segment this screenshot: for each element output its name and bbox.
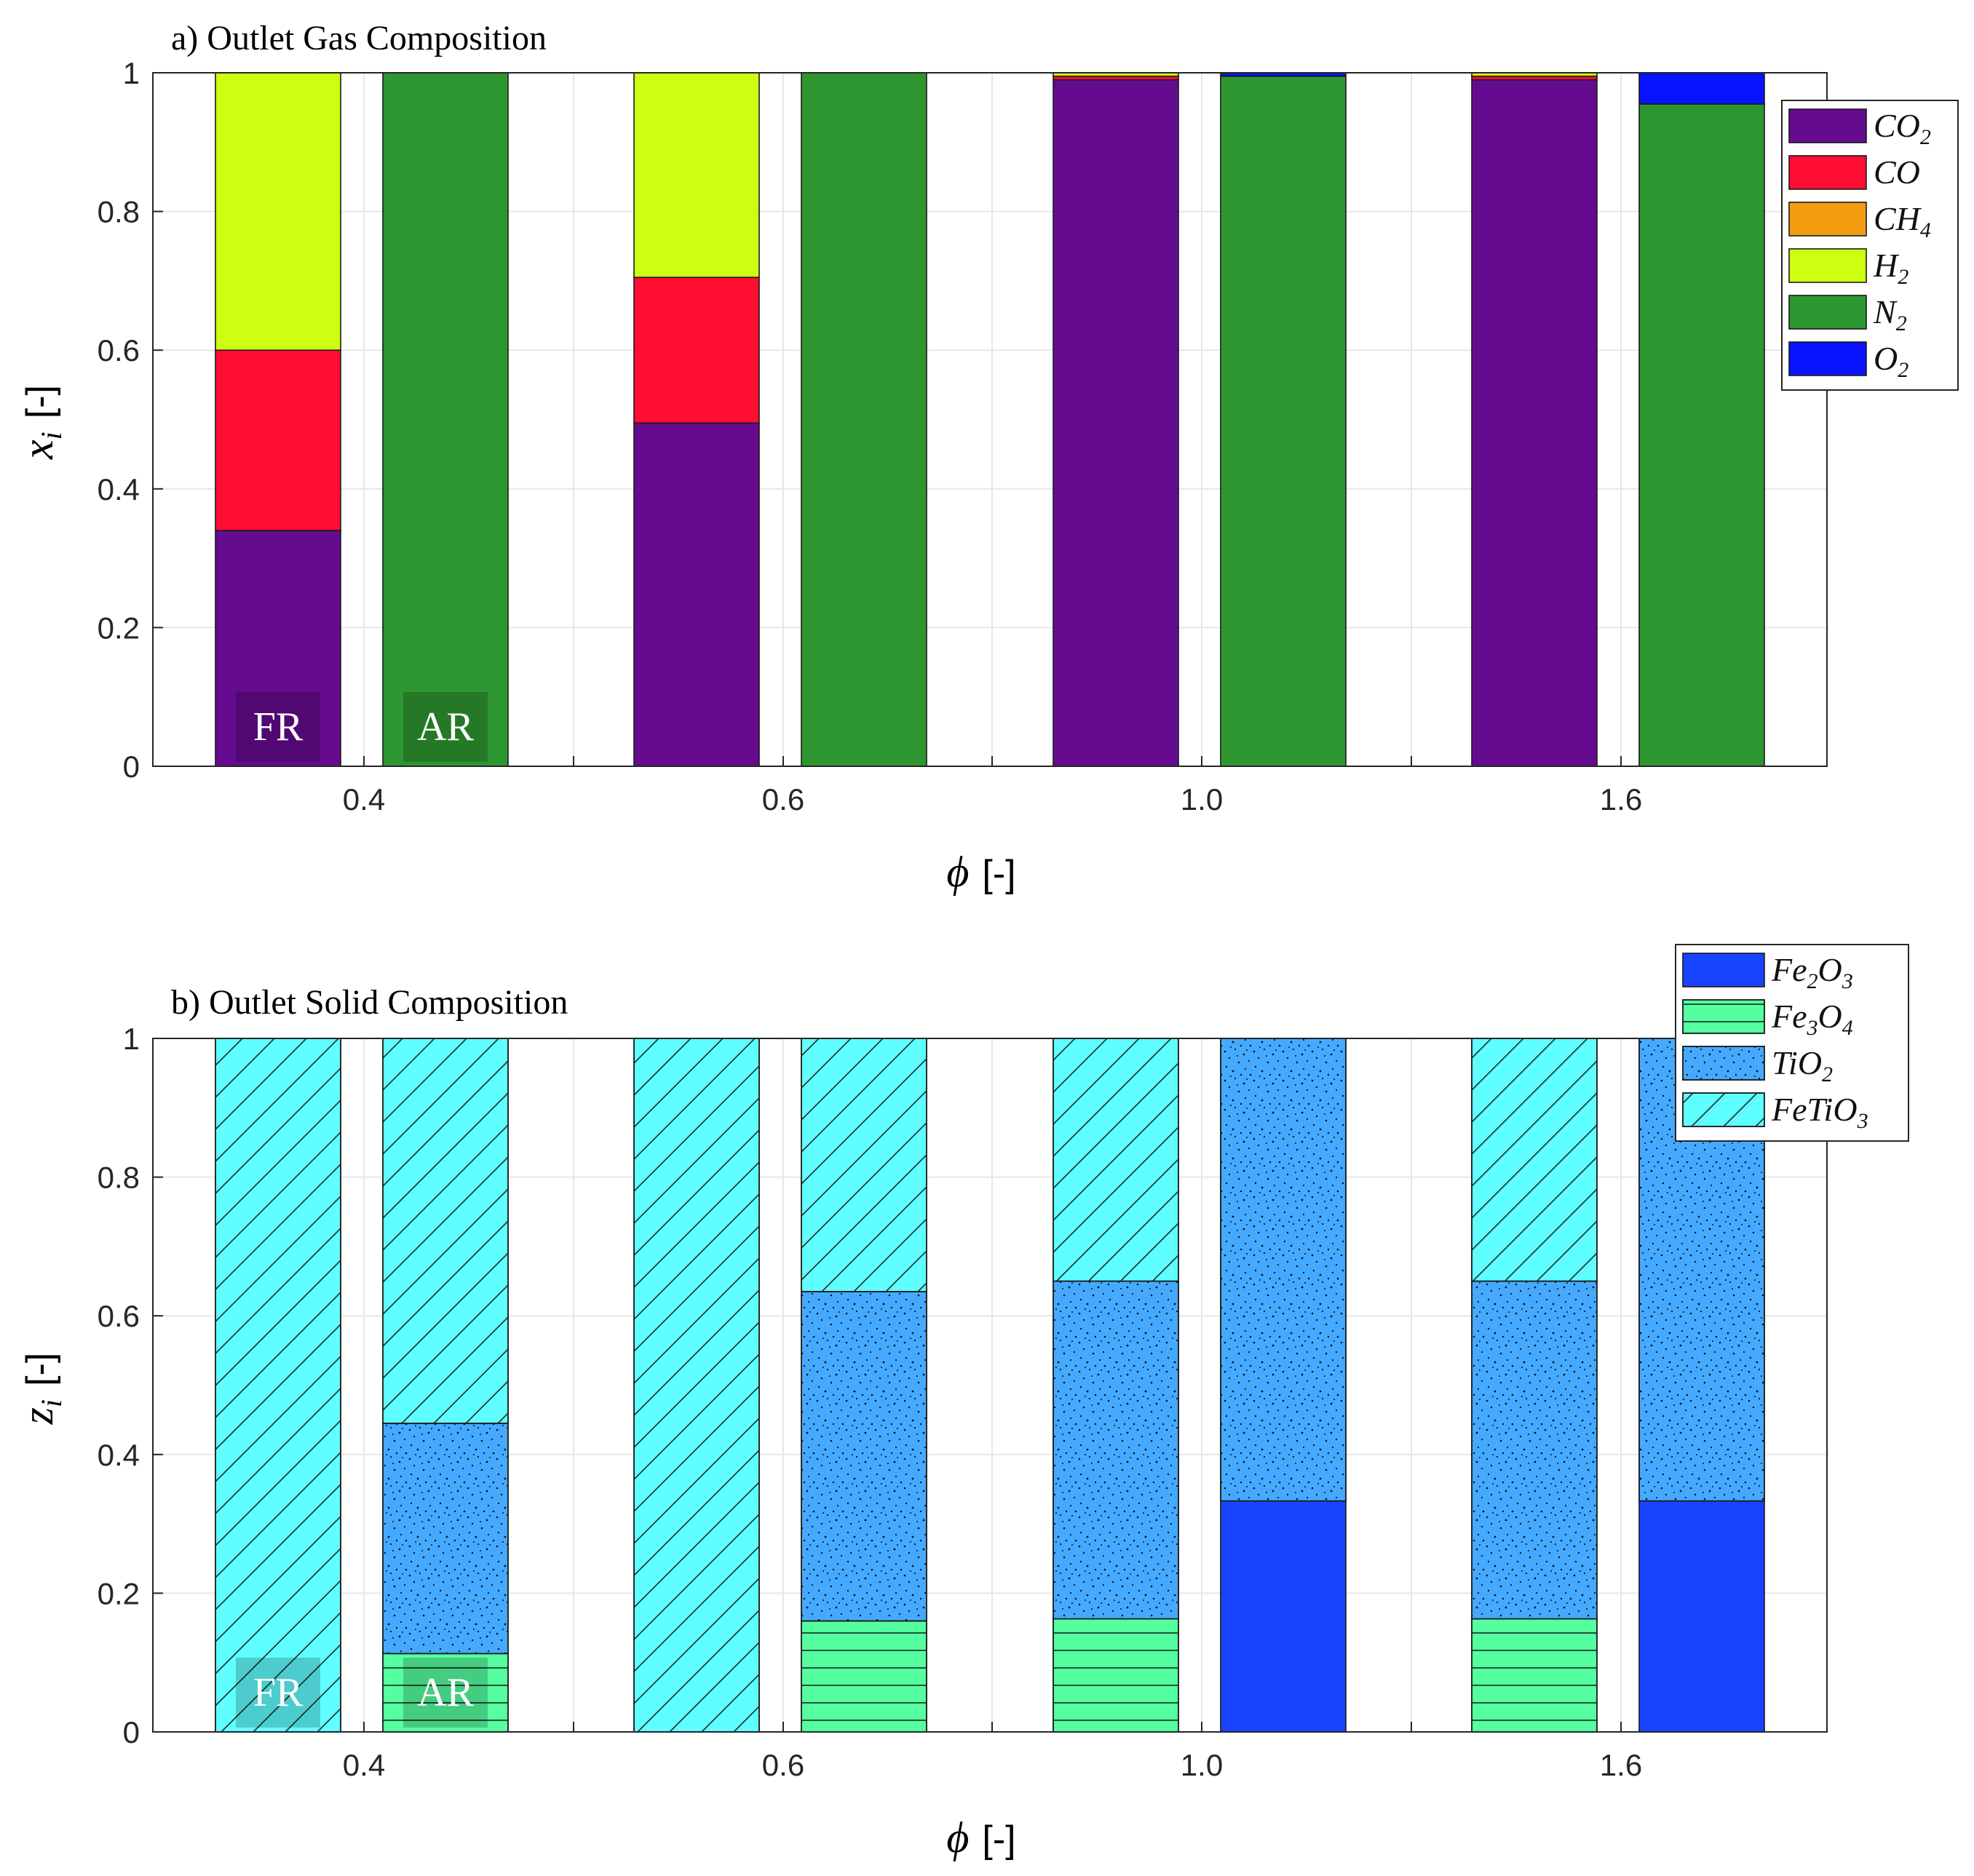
legend-swatch-pattern-fe3o4 — [1682, 999, 1765, 1034]
bar-segment-pattern-fetio3 — [382, 1038, 509, 1424]
chart-a-axes-box — [152, 72, 1828, 767]
bar-segment-co2 — [215, 530, 341, 767]
bar-tag-background — [403, 1658, 488, 1728]
bar-tag-background — [236, 692, 320, 762]
bar-segment-pattern-fe3o4 — [382, 1653, 509, 1733]
legend-label-fe3o4: Fe3O4 — [1771, 998, 1853, 1040]
legend-label-fetio3: FeTiO3 — [1771, 1091, 1868, 1133]
y-tick-label: 0.6 — [98, 333, 140, 367]
bar-segment-fe2o3 — [1220, 1500, 1347, 1733]
legend-swatch-ch4 — [1788, 202, 1867, 237]
bar-segment-fe2o3 — [1638, 1500, 1765, 1733]
x-tick-label: 0.4 — [343, 782, 385, 816]
x-tick-label: 0.6 — [762, 1748, 804, 1782]
bar-segment-pattern-tio2 — [1471, 1280, 1598, 1620]
bar-segment-co — [633, 277, 760, 424]
bar-segment-pattern-fetio3 — [215, 1038, 341, 1733]
bar-segment-o2 — [1638, 72, 1765, 105]
bar-segment-pattern-tio2 — [1220, 1038, 1347, 1502]
legend-label-n2: N2 — [1873, 293, 1907, 335]
bar-tag-fr: FR — [253, 1670, 304, 1715]
legend-label-tio2: TiO2 — [1772, 1044, 1833, 1086]
chart-b-x-axis-label: ϕ [-] — [946, 1813, 1015, 1861]
bar-segment-n2 — [1220, 75, 1347, 767]
solid-composition-chart: b) Outlet Solid Composition 0 0.2 0.4 0.6 0.… — [14, 944, 1909, 1861]
bar-tag-background — [403, 692, 488, 762]
legend-swatch-co — [1788, 155, 1867, 190]
x-tick-label: 0.4 — [343, 1748, 385, 1782]
bar-tag-ar: AR — [417, 704, 474, 750]
bar-tag-ar: AR — [417, 1670, 474, 1715]
legend-swatch-o2 — [1788, 341, 1867, 376]
legend-swatch-n2 — [1788, 295, 1867, 330]
bar-segment-pattern-fetio3 — [633, 1038, 760, 1733]
bar-segment-n2 — [1638, 103, 1765, 767]
x-tick-label: 0.6 — [762, 782, 804, 816]
chart-b-ticks: 0 0.2 0.4 0.6 0.8 1 0.4 0.6 1.0 1.6 — [98, 1022, 1643, 1782]
legend-label-co: CO — [1874, 154, 1920, 191]
bar-segment-pattern-tio2 — [801, 1291, 927, 1622]
chart-a-bars — [215, 72, 1765, 767]
y-tick-label: 0.8 — [98, 1161, 140, 1195]
chart-b-axes-box — [152, 1038, 1828, 1733]
y-tick-label: 0.4 — [98, 472, 140, 506]
bar-segment-n2 — [801, 72, 927, 767]
chart-b-title: b) Outlet Solid Composition — [171, 983, 568, 1022]
legend-label-co2: CO2 — [1874, 107, 1931, 149]
x-tick-label: 1.6 — [1600, 1748, 1642, 1782]
bar-segment-co2 — [633, 422, 760, 767]
bar-segment-pattern-fe3o4 — [1471, 1618, 1598, 1733]
bar-segment-pattern-fetio3 — [1471, 1038, 1598, 1282]
chart-b-y-axis-label: zi[-] — [14, 1353, 68, 1426]
legend-label-o2: O2 — [1874, 340, 1908, 382]
chart-b-bar-tags: FR AR — [236, 1658, 488, 1728]
bar-tag-fr: FR — [253, 704, 304, 750]
legend-swatch-fe2o3 — [1682, 953, 1765, 987]
bar-segment-pattern-fetio3 — [1053, 1038, 1179, 1282]
legend-swatch-pattern-tio2 — [1682, 1046, 1765, 1081]
bar-segment-co2 — [1053, 79, 1179, 767]
bar-segment-h2 — [215, 72, 341, 351]
chart-a-y-axis-label: xi[-] — [14, 385, 68, 460]
legend-swatch-co2 — [1788, 108, 1867, 143]
x-tick-label: 1.0 — [1181, 782, 1223, 816]
y-tick-label: 0 — [123, 1715, 140, 1749]
x-tick-label: 1.0 — [1181, 1748, 1223, 1782]
y-tick-label: 0.6 — [98, 1299, 140, 1333]
y-tick-label: 0 — [123, 750, 140, 784]
y-tick-label: 1 — [123, 56, 140, 90]
bar-segment-pattern-fe3o4 — [1053, 1618, 1179, 1733]
legend-swatch-h2 — [1788, 248, 1867, 283]
x-tick-label: 1.6 — [1600, 782, 1642, 816]
legend-label-fe2o3: Fe2O3 — [1771, 951, 1853, 993]
y-tick-label: 0.4 — [98, 1438, 140, 1472]
legend-swatch-pattern-fetio3 — [1682, 1092, 1765, 1127]
bar-segment-co2 — [1471, 79, 1598, 767]
y-tick-label: 1 — [123, 1022, 140, 1056]
bar-segment-pattern-fetio3 — [801, 1038, 927, 1292]
bar-tag-background — [236, 1658, 320, 1728]
chart-a-x-axis-label: ϕ [-] — [946, 848, 1015, 896]
legend-label-ch4: CH4 — [1874, 200, 1931, 242]
bar-segment-pattern-tio2 — [1053, 1280, 1179, 1620]
legend-label-h2: H2 — [1873, 247, 1908, 289]
chart-a-ticks: 0 0.2 0.4 0.6 0.8 1 0.4 0.6 1.0 1.6 — [98, 56, 1643, 816]
chart-b-bars — [215, 1038, 1765, 1733]
bar-segment-n2 — [382, 72, 509, 767]
chart-a-title: a) Outlet Gas Composition — [171, 19, 547, 57]
gas-composition-chart: a) Outlet Gas Composition 0 0.2 0.4 0.6 0.8 1… — [14, 19, 1959, 896]
bar-segment-pattern-fe3o4 — [801, 1620, 927, 1733]
bar-segment-pattern-tio2 — [382, 1423, 509, 1655]
y-tick-label: 0.2 — [98, 1576, 140, 1610]
y-tick-label: 0.2 — [98, 611, 140, 645]
y-tick-label: 0.8 — [98, 195, 140, 229]
chart-a-bar-tags: FR AR — [236, 692, 488, 762]
bar-segment-h2 — [633, 72, 760, 278]
bar-segment-co — [215, 349, 341, 531]
